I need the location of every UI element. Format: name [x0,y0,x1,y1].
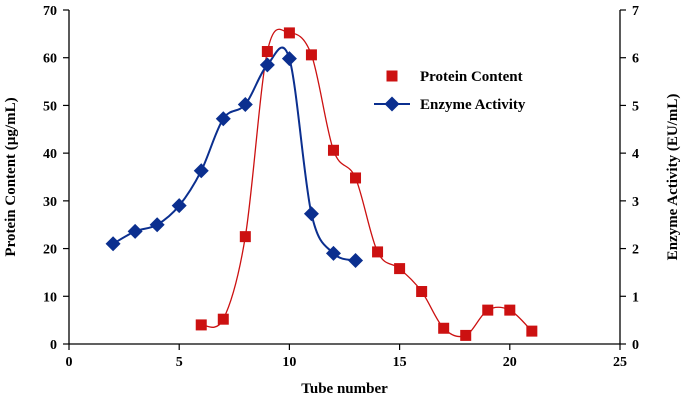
y-left-tick-label: 0 [50,338,57,353]
x-tick-label: 15 [393,355,407,370]
y-right-tick-label: 7 [632,4,639,19]
protein-content-point [438,322,450,334]
enzyme-activity-point [281,51,297,67]
protein-content-point [482,304,494,316]
x-axis-title: Tube number [301,381,388,397]
y-right-tick-label: 2 [632,243,639,258]
legend-marker [386,70,398,82]
y-right-tick-label: 3 [632,195,639,210]
x-tick-label: 25 [613,355,627,370]
y-left-tick-label: 20 [43,243,57,258]
y-right-tick-label: 6 [632,52,639,67]
protein-content-point [350,172,362,184]
enzyme-activity-point [303,206,319,222]
legend-label: Enzyme Activity [420,97,526,113]
legend-marker [384,96,400,112]
enzyme-activity-point [171,198,187,214]
protein-content-point [261,46,273,58]
protein-content-point [239,231,251,243]
series-markers [105,27,538,341]
x-tick-label: 0 [66,355,73,370]
protein-content-point [195,319,207,331]
protein-content-point [504,304,516,316]
protein-content-point [526,325,538,337]
x-tick-label: 10 [282,355,296,370]
y-left-tick-label: 70 [43,4,57,19]
legend-label: Protein Content [420,69,523,85]
protein-content-point [372,246,384,258]
protein-content-point [217,313,229,325]
protein-content-point [394,263,406,275]
protein-content-point [327,144,339,156]
enzyme-activity-point [237,96,253,112]
y-right-tick-label: 0 [632,338,639,353]
protein-content-point [416,286,428,298]
enzyme-activity-point [259,57,275,73]
y-right-tick-label: 5 [632,99,639,114]
y-axis-right-title: Enzyme Activity (EU/mL) [665,94,681,261]
x-tick-label: 5 [176,355,183,370]
legend: Protein Content Enzyme Activity [374,69,526,113]
enzyme-activity-point [149,217,165,233]
enzyme-activity-point [193,163,209,179]
protein-content-point [283,27,295,39]
enzyme-activity-point [325,245,341,261]
enzyme-activity-line [112,46,356,262]
y-left-tick-label: 10 [43,290,57,305]
enzyme-activity-point [348,253,364,268]
y-left-tick-label: 50 [43,99,57,114]
enzyme-activity-point [215,111,231,127]
protein-content-point [460,329,472,341]
protein-content-point [305,49,317,61]
axes: 0 5 10 15 20 25 0 10 20 30 40 50 60 70 0 1 2 3 4 5 6 7 [43,4,639,370]
legend-item-enzyme-activity: Enzyme Activity [374,96,526,113]
legend-item-protein-content: Protein Content [386,69,523,85]
y-axis-left-title: Protein Content (µg/mL) [3,97,19,256]
enzyme-activity-point [127,223,143,239]
y-left-tick-label: 30 [43,195,57,210]
y-left-tick-label: 60 [43,52,57,67]
y-right-tick-label: 4 [632,147,639,162]
x-tick-label: 20 [503,355,517,370]
enzyme-activity-point [105,236,121,252]
y-right-tick-label: 1 [632,290,639,305]
y-left-tick-label: 40 [43,147,57,162]
